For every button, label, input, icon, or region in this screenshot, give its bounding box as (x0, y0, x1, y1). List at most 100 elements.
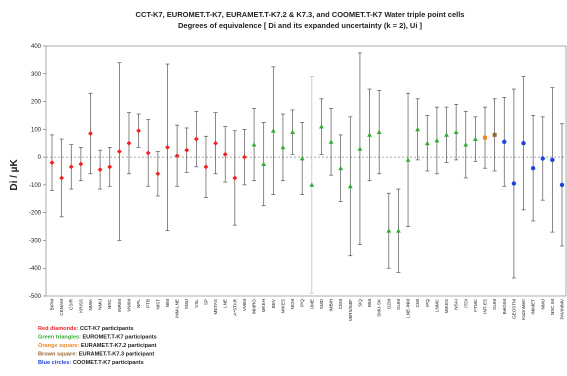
category-label: ITDI (463, 299, 468, 308)
category-label: NPL (136, 299, 141, 308)
category-label: METAS (213, 299, 218, 314)
category-label: IMBiH (329, 299, 334, 312)
category-label: NRC (107, 298, 112, 309)
point-triangle (347, 183, 353, 189)
category-label: SMU (184, 299, 189, 309)
category-label: NIM (165, 299, 170, 308)
category-label: MKEH (261, 299, 266, 312)
point-triangle (309, 182, 315, 187)
category-label: UME (309, 299, 314, 309)
y-tick-label: 100 (31, 127, 42, 133)
category-label: NMU (540, 299, 545, 309)
point-triangle (270, 128, 276, 133)
point-square (492, 132, 497, 137)
y-tick-label: 400 (31, 44, 42, 50)
legend-description: EURAMET.T-K7.2 participant (81, 343, 157, 349)
point-diamond (68, 164, 74, 170)
category-label: BelGIM (502, 299, 507, 314)
category-label: INIMET (531, 299, 536, 315)
legend-description: COOMET.T-K7 participants (73, 360, 144, 366)
legend-description: CCT-K7 participants (80, 326, 133, 332)
point-diamond (203, 164, 209, 170)
chart-title: CCT-K7, EUROMET.T-K7, EURAMET.T-K7.2 & K… (136, 10, 465, 19)
category-label: MIRS/IMIF (348, 299, 353, 321)
legend-series-name: Orange square: (38, 343, 81, 349)
legend-entry: Blue circles: COOMET.T-K7 participants (38, 360, 144, 366)
point-diamond (136, 128, 142, 134)
category-label: BIPM (50, 299, 55, 310)
point-diamond (97, 167, 103, 173)
plot-frame (45, 45, 567, 297)
point-diamond (49, 160, 55, 166)
category-label: PAVIMMV (560, 298, 565, 319)
category-label: GUM (492, 299, 497, 310)
y-tick-label: 200 (31, 100, 42, 106)
point-triangle (261, 161, 267, 166)
legend-entry: Red diamonds: CCT-K7 participants (38, 326, 133, 332)
point-circle (511, 181, 517, 186)
point-triangle (424, 140, 430, 146)
category-label: FTMC (473, 298, 478, 311)
point-circle (530, 166, 536, 171)
category-label: BIM (367, 299, 372, 307)
point-diamond (174, 153, 180, 159)
category-label: IPQ (425, 299, 430, 307)
category-label: NSC IM (550, 299, 555, 315)
point-diamond (232, 175, 238, 181)
point-triangle (367, 132, 372, 137)
y-tick-label: 300 (31, 72, 42, 78)
category-label: NCM (290, 299, 295, 310)
category-label: VMIM (242, 299, 247, 311)
point-triangle (415, 126, 421, 132)
data-points (49, 124, 565, 233)
point-triangle (319, 124, 324, 129)
point-circle (559, 182, 565, 188)
category-label: GUM (396, 299, 401, 310)
category-label: NMIJ (98, 299, 103, 310)
legend-description: EURAMET.T-K7.3 participant (79, 352, 155, 358)
legend-series-name: Brown square: (38, 352, 79, 358)
category-label: LNMC (434, 298, 439, 312)
point-triangle (328, 139, 334, 144)
point-diamond (78, 161, 84, 167)
legend-entry: Brown square: EURAMET.T-K7.3 participant (38, 352, 154, 358)
category-label: BEV (271, 298, 276, 308)
point-triangle (444, 132, 449, 137)
point-triangle (463, 142, 469, 147)
category-label: KRISS (78, 299, 83, 313)
category-label: DZM (386, 299, 391, 309)
y-tick-label: -100 (29, 183, 42, 189)
point-diamond (184, 147, 190, 153)
category-label: GEOSTM (511, 299, 516, 319)
legend-description: EUROMET.T-K7 participants (82, 335, 156, 341)
y-axis-label: Di / µK (9, 159, 20, 191)
y-tick-label: 0 (38, 155, 42, 161)
y-tick-label: -500 (29, 294, 42, 300)
point-square (483, 135, 488, 140)
legend-entry: Orange square: EURAMET.T-K7.2 participan… (38, 343, 157, 349)
category-label: KazInMetr (521, 299, 526, 320)
point-diamond (59, 175, 65, 181)
point-triangle (434, 138, 440, 143)
legend-series-name: Green triangles: (38, 335, 82, 341)
category-label: PTB (146, 299, 151, 308)
category-label: INT-ES (483, 299, 488, 314)
category-label: INMRO (252, 299, 257, 315)
point-circle (521, 141, 526, 146)
legend-series-name: Red diamonds: (38, 326, 80, 332)
point-triangle (299, 156, 305, 161)
category-label: CENAM (59, 299, 64, 316)
y-tick-label: -400 (29, 266, 42, 272)
point-circle (550, 157, 555, 163)
y-tick-label: -200 (29, 211, 42, 217)
category-label: SMD (319, 298, 324, 309)
point-triangle (386, 228, 392, 233)
point-triangle (376, 129, 382, 135)
category-label: INM-LNE (175, 299, 180, 318)
category-labels: BIPM CENAM CSIR KRISS NMIA NMIJ NRC INRIM VNIIM N… (50, 298, 565, 321)
legend: Red diamonds: CCT-K7 participants Green t… (38, 326, 157, 366)
point-triangle (396, 228, 401, 233)
category-label: SIQ (357, 299, 362, 307)
category-label: SMU-SK (377, 298, 382, 317)
point-triangle (405, 157, 411, 162)
